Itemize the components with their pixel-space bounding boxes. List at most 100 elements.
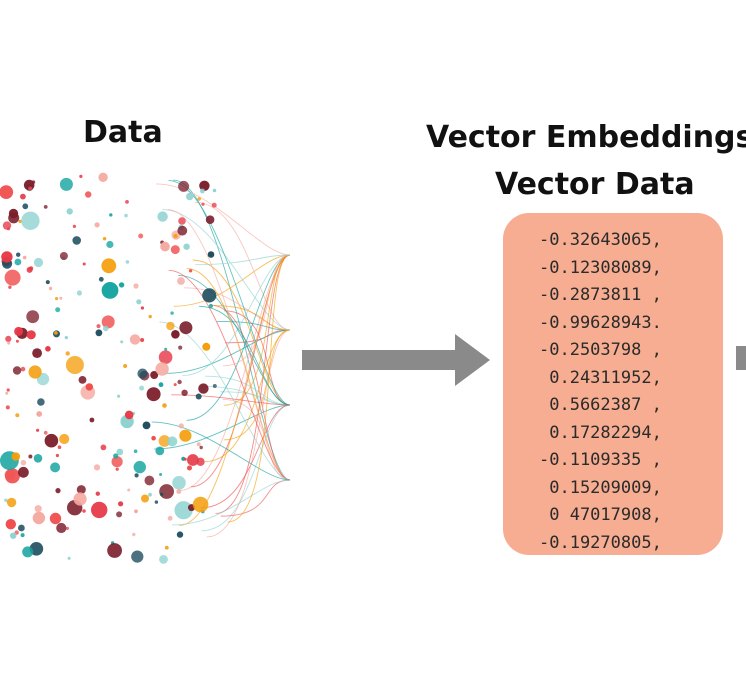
data-dot — [167, 515, 173, 521]
data-dot — [49, 512, 62, 525]
vector-value: 0.5662387 , — [539, 395, 662, 415]
data-dot — [4, 269, 21, 286]
data-dot — [137, 368, 148, 379]
connection-line — [165, 329, 291, 374]
data-dot — [158, 435, 171, 447]
data-dot — [140, 306, 144, 310]
data-dot — [109, 213, 113, 217]
data-dot — [164, 347, 168, 351]
connection-line — [206, 329, 291, 538]
vector-value: 0 47017908, — [539, 505, 662, 525]
data-dot — [115, 467, 119, 471]
data-dot — [57, 445, 62, 450]
data-dot — [100, 444, 107, 451]
data-dot — [14, 326, 24, 336]
data-dot — [211, 202, 217, 208]
data-dot — [171, 330, 180, 339]
data-dot — [140, 338, 145, 342]
data-dot — [151, 435, 156, 441]
data-dot — [202, 342, 211, 351]
partial-arrow-icon — [736, 346, 746, 370]
data-dot — [54, 331, 58, 335]
vector-embeddings-title: Vector Embeddings, — [426, 120, 746, 155]
data-dot — [0, 185, 14, 199]
data-dot — [64, 336, 68, 340]
connection-line — [162, 209, 291, 331]
data-dot — [20, 366, 26, 372]
data-dot — [5, 519, 16, 530]
data-dot — [195, 393, 202, 400]
data-dot — [15, 413, 20, 418]
right-arrow-icon — [302, 334, 490, 386]
data-dot — [10, 532, 17, 539]
data-dot — [125, 260, 130, 264]
data-dot — [65, 356, 84, 374]
data-dot — [178, 217, 186, 225]
data-dot — [5, 391, 9, 395]
data-dot — [150, 371, 159, 379]
data-dot — [101, 315, 115, 329]
data-dot — [26, 330, 36, 340]
data-dot-cluster — [0, 172, 291, 564]
data-dot — [205, 215, 215, 224]
data-dot — [95, 491, 101, 496]
data-dot — [160, 241, 170, 252]
data-dot — [12, 366, 22, 375]
data-dot — [158, 350, 173, 364]
data-dot — [166, 321, 175, 331]
data-dot — [118, 501, 124, 507]
data-dot — [44, 433, 59, 448]
data-dot — [101, 282, 119, 299]
data-dot — [178, 345, 183, 350]
data-dot — [170, 245, 180, 255]
data-dot — [177, 379, 182, 385]
data-dot — [157, 211, 168, 222]
data-dot — [20, 459, 27, 466]
data-dot — [18, 219, 22, 223]
connection-line — [156, 183, 291, 256]
data-dot — [133, 283, 139, 289]
data-dot — [59, 177, 73, 191]
data-dot — [199, 180, 210, 191]
connection-line — [173, 254, 291, 307]
data-dot — [102, 237, 107, 241]
data-dot — [55, 488, 61, 494]
connection-line — [201, 404, 291, 532]
connection-line — [167, 209, 291, 481]
data-dot — [129, 334, 141, 345]
data-dot — [2, 221, 12, 230]
data-dot — [118, 282, 125, 288]
connection-line — [151, 421, 291, 481]
data-dot — [138, 233, 144, 239]
vector-value: 0.24311952, — [539, 367, 662, 388]
data-dot — [183, 243, 190, 250]
data-dot — [111, 456, 123, 468]
data-dot — [96, 324, 101, 329]
data-title: Data — [83, 115, 163, 150]
connection-line — [168, 180, 291, 406]
data-dot — [192, 496, 209, 513]
connection-line — [227, 254, 291, 523]
data-dot — [160, 492, 164, 496]
data-dot — [50, 462, 61, 473]
data-dot — [134, 473, 139, 478]
data-dot — [196, 442, 201, 447]
data-dot — [187, 454, 199, 466]
data-dot — [78, 376, 87, 384]
vector-values-list: -0.32643065, -0.12308089, -0.2873811 , -0.9… — [503, 213, 723, 557]
data-dot — [43, 430, 48, 435]
data-dot — [159, 473, 163, 476]
data-dot — [201, 202, 205, 206]
data-dot — [15, 339, 19, 343]
data-dot — [45, 280, 50, 285]
data-dot — [187, 465, 192, 471]
data-dot — [146, 387, 161, 402]
data-dot — [32, 511, 46, 525]
data-dot — [158, 382, 164, 388]
data-dot — [174, 501, 193, 520]
data-dot — [21, 211, 40, 230]
data-dot — [22, 203, 29, 210]
data-dot — [65, 526, 69, 530]
data-dot — [202, 288, 217, 303]
data-dot — [14, 258, 22, 266]
